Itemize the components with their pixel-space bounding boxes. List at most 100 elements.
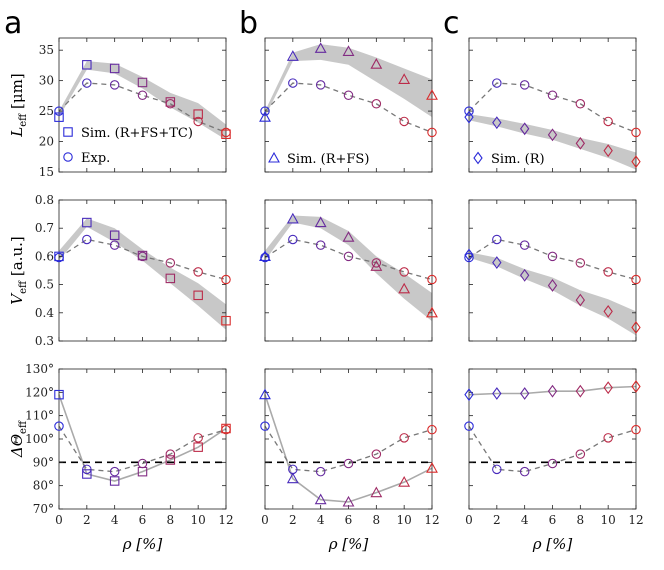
x-tick-label: 6 xyxy=(345,513,353,527)
x-tick-label: 12 xyxy=(628,513,643,527)
sim-point xyxy=(109,476,120,486)
panel-r0-c0: 15 20 25 30 35 Exp. Sim. (R+FS+TC) xyxy=(39,37,231,179)
sim-point xyxy=(342,45,355,56)
sim-point xyxy=(82,469,92,479)
exp-point xyxy=(603,433,613,443)
exp-line xyxy=(58,82,227,134)
exp-line xyxy=(264,238,433,281)
x-tick-label: 4 xyxy=(317,513,325,527)
exp-point xyxy=(54,421,64,431)
x-axis-title: ρ [%] xyxy=(532,535,573,553)
exp-point xyxy=(193,267,203,277)
sim-band xyxy=(59,218,226,330)
panel-letter-a: a xyxy=(4,6,22,41)
x-axis-title: ρ [%] xyxy=(328,535,369,553)
y-axis-symbol: V xyxy=(8,292,26,305)
y-tick-label: 0.5 xyxy=(35,278,54,292)
x-tick-label: 6 xyxy=(139,513,147,527)
y-tick-label: 0.8 xyxy=(35,193,54,207)
panel-letter-c: c xyxy=(443,6,460,41)
sim-point xyxy=(286,50,299,61)
sim-point xyxy=(426,89,438,100)
exp-point xyxy=(519,466,530,477)
exp-point xyxy=(631,127,641,138)
sim-point xyxy=(314,42,327,53)
sim-point xyxy=(259,250,271,261)
sim-line xyxy=(264,394,433,503)
exp-line xyxy=(468,425,637,473)
exp-point xyxy=(399,116,409,127)
legend-sim-label: Sim. (R+FS) xyxy=(287,152,369,167)
sim-point xyxy=(603,304,613,318)
legend: Exp. Sim. (R+FS+TC) xyxy=(63,126,193,166)
exp-point xyxy=(343,90,354,101)
y-tick-label: 35 xyxy=(39,43,54,57)
exp-point xyxy=(260,421,270,431)
exp-line xyxy=(58,238,227,281)
sim-point xyxy=(603,381,613,395)
sim-point xyxy=(286,212,299,224)
sim-band xyxy=(265,215,432,322)
exp-point xyxy=(109,240,120,250)
exp-line xyxy=(468,238,637,281)
sim-point xyxy=(82,60,92,70)
y-tick-label: 0.4 xyxy=(35,306,54,320)
legend: Sim. (R+FS) xyxy=(268,151,369,167)
y-tick-label: 120° xyxy=(25,385,54,399)
exp-line xyxy=(58,425,227,473)
y-axis-title: Leff [μm] xyxy=(8,73,29,137)
sim-point xyxy=(259,111,271,122)
y-axis-title: Veff [a.u.] xyxy=(8,236,29,305)
exp-point xyxy=(371,99,382,109)
exp-point xyxy=(54,106,64,116)
exp-point xyxy=(519,240,530,250)
x-tick-label: 0 xyxy=(465,513,473,527)
sim-point xyxy=(398,73,411,84)
x-tick-label: 8 xyxy=(167,513,175,527)
axes-box xyxy=(58,368,227,510)
y-tick-label: 25 xyxy=(39,104,54,118)
sim-point xyxy=(370,58,383,69)
x-tick-label: 10 xyxy=(601,513,616,527)
sim-point xyxy=(519,387,530,400)
exp-point xyxy=(165,258,176,268)
panel-r2-c0: 0 2 4 6 8 10 12 70° 80° 90° 100° 110° 120° 130° ρ [%] xyxy=(25,362,234,553)
sim-point xyxy=(54,389,64,400)
axes-box xyxy=(58,199,227,342)
exp-line xyxy=(468,82,637,134)
legend-exp-label: Exp. xyxy=(81,151,110,166)
exp-point xyxy=(193,433,203,443)
x-tick-label: 8 xyxy=(577,513,585,527)
sim-band xyxy=(469,252,636,336)
sim-point xyxy=(547,279,558,292)
y-tick-label: 100° xyxy=(25,432,54,446)
exp-point xyxy=(631,424,641,435)
y-tick-label: 130° xyxy=(25,362,54,376)
legend-exp-marker xyxy=(63,152,73,162)
sim-point xyxy=(193,290,203,301)
panel-letter-b: b xyxy=(239,6,258,41)
y-tick-label: 70° xyxy=(33,502,54,516)
exp-point xyxy=(315,80,326,90)
exp-point xyxy=(109,80,120,90)
sim-point xyxy=(370,260,383,271)
exp-point xyxy=(288,78,298,88)
y-axis-title: ΔΘeff xyxy=(8,420,29,458)
x-tick-label: 12 xyxy=(424,513,439,527)
x-tick-label: 2 xyxy=(493,513,501,527)
exp-point xyxy=(399,433,409,443)
sim-band xyxy=(265,44,432,118)
sim-point xyxy=(492,387,502,400)
panel-r0-c2: Sim. (R) xyxy=(464,37,641,173)
panel-r1-c0: 0.3 0.4 0.5 0.6 0.7 0.8 xyxy=(35,193,231,348)
sim-point xyxy=(109,63,120,74)
axes-box xyxy=(264,368,433,510)
sim-point xyxy=(547,384,558,398)
y-tick-label: 0.6 xyxy=(35,249,54,263)
y-tick-label: 110° xyxy=(25,409,54,423)
panel-r1-c1 xyxy=(259,199,438,342)
y-tick-label: 0.7 xyxy=(35,221,54,235)
exp-line xyxy=(264,82,433,134)
exp-point xyxy=(547,458,558,469)
